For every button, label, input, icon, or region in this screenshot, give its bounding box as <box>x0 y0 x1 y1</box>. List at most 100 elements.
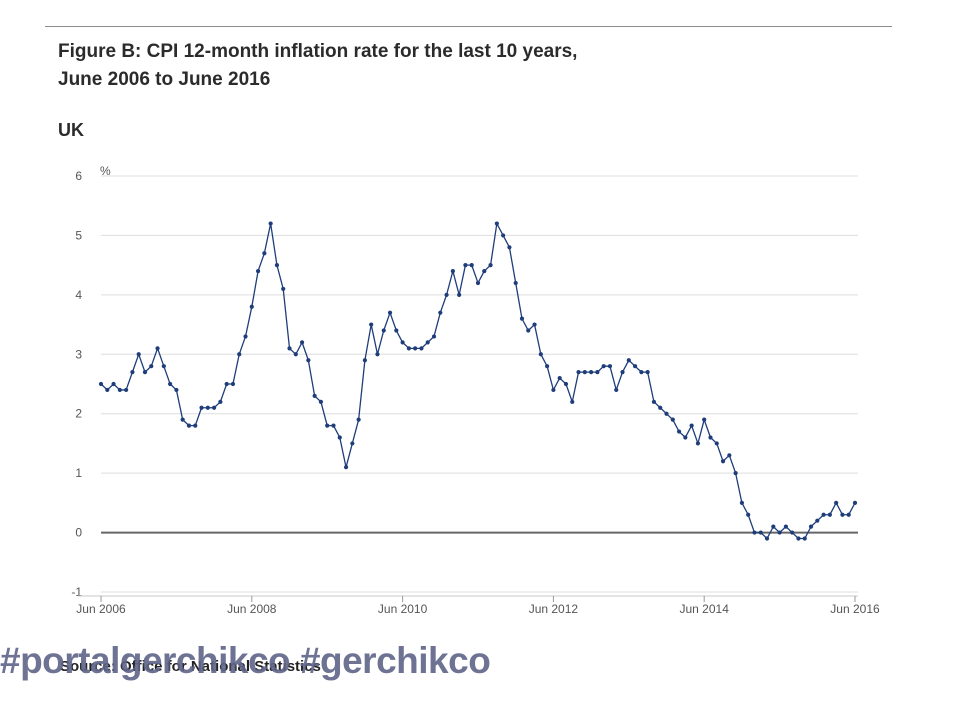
data-point <box>658 405 663 410</box>
data-point <box>212 405 217 410</box>
data-point <box>318 399 324 404</box>
data-point <box>463 263 468 268</box>
data-point <box>419 346 424 351</box>
data-point <box>331 423 336 428</box>
data-point <box>846 512 851 517</box>
y-axis-unit-label: % <box>100 164 111 178</box>
data-point <box>651 399 657 404</box>
data-point <box>545 364 550 369</box>
data-point <box>513 280 518 286</box>
x-tick-label: Jun 2008 <box>227 602 277 616</box>
y-tick-label: 3 <box>75 347 82 361</box>
y-tick-label: 4 <box>75 288 82 302</box>
data-point <box>595 370 600 375</box>
data-point <box>714 441 719 446</box>
y-tick-label: 1 <box>75 466 82 480</box>
data-point <box>111 381 116 387</box>
data-point <box>155 346 160 351</box>
data-point <box>312 393 317 398</box>
data-point <box>262 251 267 256</box>
data-point <box>356 417 361 422</box>
data-point <box>350 441 355 446</box>
data-point <box>124 387 129 393</box>
x-tick-label: Jun 2006 <box>76 602 126 616</box>
data-point <box>287 346 292 351</box>
data-point <box>746 512 751 517</box>
data-point <box>130 370 135 375</box>
data-point <box>488 263 493 268</box>
data-point <box>199 405 204 410</box>
data-point <box>268 221 273 226</box>
data-point <box>852 500 858 505</box>
data-point <box>381 328 386 333</box>
data-point <box>362 358 367 363</box>
data-point <box>702 417 707 422</box>
data-point <box>695 441 701 446</box>
data-point <box>299 340 305 345</box>
data-point <box>431 334 437 339</box>
chart-title-line-2: June 2006 to June 2016 <box>58 69 271 90</box>
data-point <box>538 352 543 357</box>
data-point <box>676 429 682 434</box>
data-point <box>450 268 455 274</box>
data-point <box>249 304 254 309</box>
data-point <box>670 417 675 422</box>
data-point <box>243 334 248 339</box>
data-point <box>281 286 286 292</box>
data-point <box>557 375 562 381</box>
data-point <box>142 370 148 375</box>
data-point <box>149 364 154 369</box>
chart-region-label: UK <box>58 120 84 140</box>
data-point <box>551 387 556 393</box>
data-point <box>519 316 525 321</box>
data-point <box>255 268 261 274</box>
data-point <box>607 364 613 369</box>
data-point <box>205 405 210 410</box>
data-point <box>174 387 179 393</box>
data-point <box>186 423 192 428</box>
data-point <box>180 417 185 422</box>
data-point <box>343 465 349 470</box>
data-point <box>394 328 399 333</box>
data-point <box>840 512 845 517</box>
data-point <box>582 370 587 375</box>
data-point <box>664 411 669 416</box>
data-point <box>720 459 726 464</box>
data-point <box>796 536 801 541</box>
data-point <box>802 536 807 541</box>
data-point <box>469 263 474 268</box>
data-point <box>620 370 625 375</box>
x-tick-label: Jun 2014 <box>680 602 730 616</box>
data-point <box>168 381 173 387</box>
y-tick-label: 2 <box>75 407 82 421</box>
data-point <box>482 268 487 274</box>
data-point <box>230 381 236 387</box>
data-point <box>815 518 820 523</box>
data-point <box>570 399 575 404</box>
data-point <box>733 471 738 476</box>
data-point <box>444 292 449 297</box>
data-point <box>808 524 814 529</box>
chart-title: Figure B: CPI 12-month inflation rate fo… <box>58 38 577 94</box>
data-point <box>406 346 411 351</box>
data-point <box>325 423 330 428</box>
data-point <box>563 381 569 387</box>
data-point <box>827 512 832 517</box>
data-point <box>639 370 644 375</box>
data-point <box>274 263 280 268</box>
data-point <box>576 370 581 375</box>
data-point <box>632 364 638 369</box>
watermark: #portalgerchikco #gerchikco <box>0 640 491 681</box>
data-point <box>136 352 141 357</box>
data-point <box>645 370 650 375</box>
y-tick-label: 5 <box>75 228 82 242</box>
data-point <box>507 245 512 250</box>
data-point <box>387 310 393 315</box>
data-point <box>601 364 606 369</box>
data-point <box>375 352 380 357</box>
data-point <box>727 453 732 458</box>
cpi-series-line <box>100 222 856 540</box>
data-point <box>438 310 443 315</box>
data-point <box>689 423 694 428</box>
line-chart: -1 0 1 2 3 4 5 6 % Jun 2006 Jun 2008 Jun 2010 Jun 20… <box>71 164 880 616</box>
